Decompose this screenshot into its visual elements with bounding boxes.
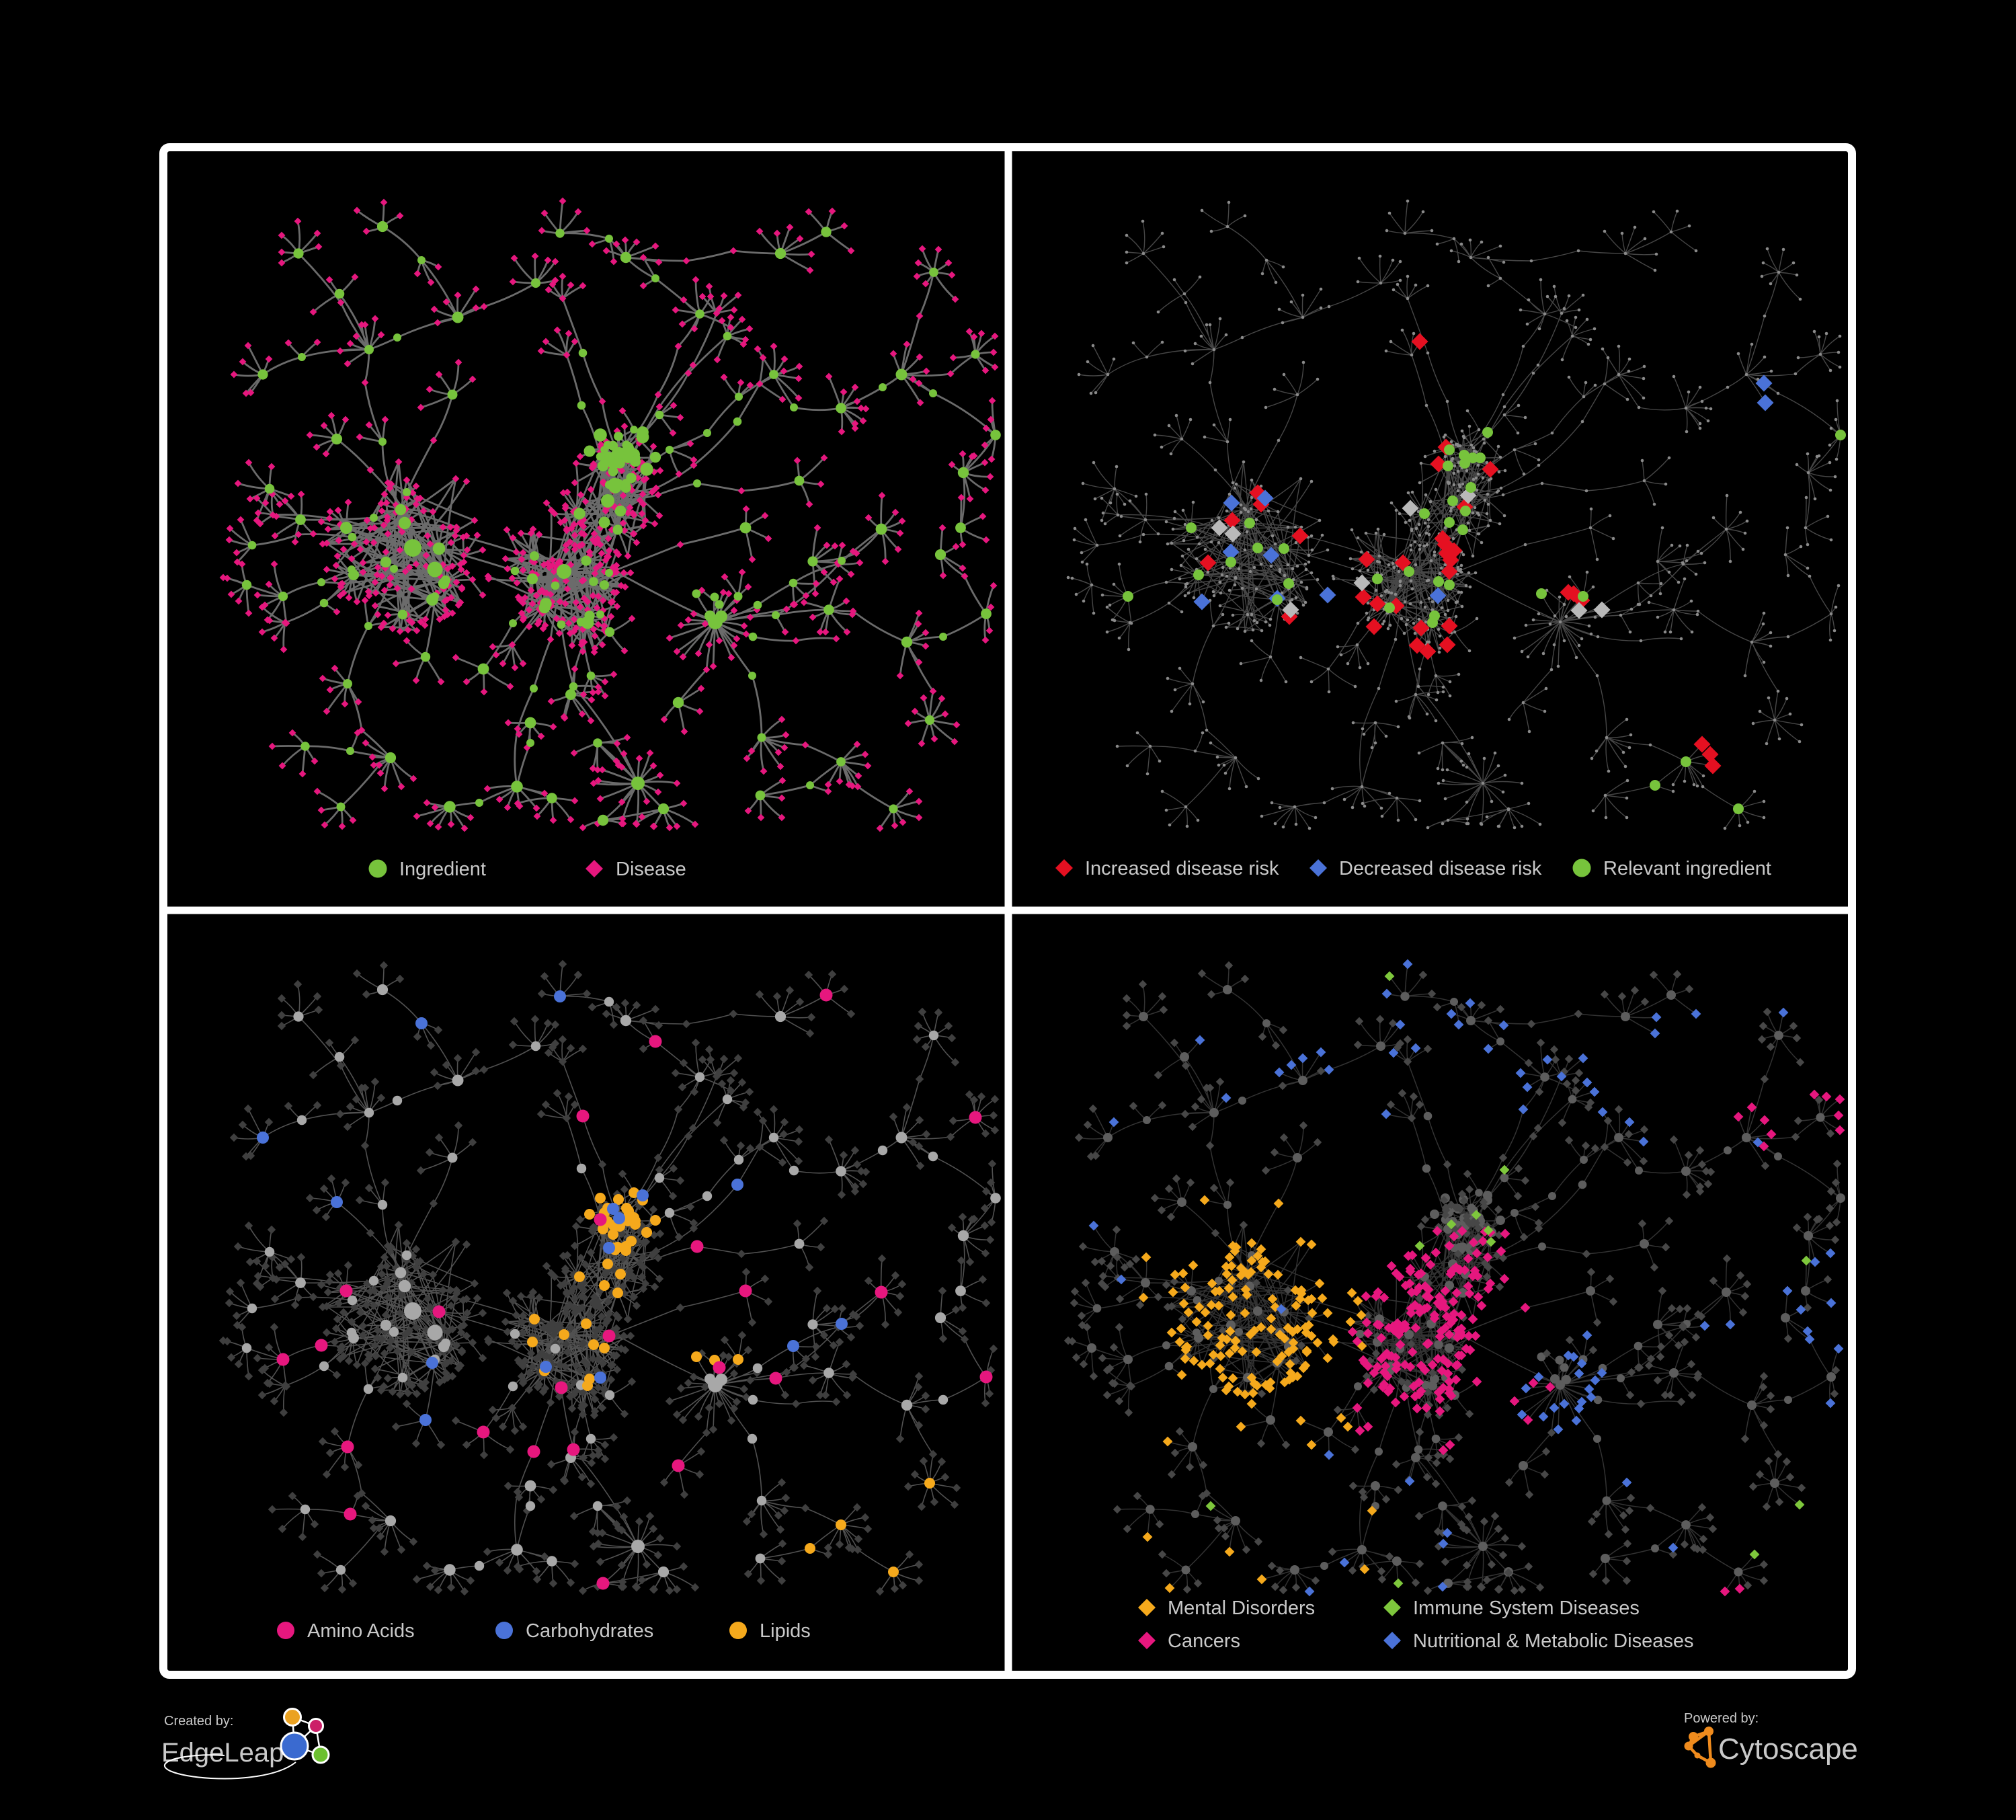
svg-text:Ingredient: Ingredient xyxy=(399,859,486,880)
svg-text:EdgeLeap: EdgeLeap xyxy=(161,1738,284,1768)
svg-text:Increased disease risk: Increased disease risk xyxy=(1085,858,1279,879)
svg-text:Immune System Diseases: Immune System Diseases xyxy=(1413,1597,1640,1619)
svg-text:Amino Acids: Amino Acids xyxy=(307,1620,415,1642)
svg-text:Cancers: Cancers xyxy=(1168,1630,1240,1652)
svg-text:Nutritional & Metabolic Diseas: Nutritional & Metabolic Diseases xyxy=(1413,1630,1693,1652)
svg-text:Relevant ingredient: Relevant ingredient xyxy=(1603,858,1771,879)
svg-text:Created by:: Created by: xyxy=(164,1714,233,1729)
svg-text:Decreased disease risk: Decreased disease risk xyxy=(1339,858,1542,879)
svg-text:Lipids: Lipids xyxy=(760,1620,811,1642)
svg-text:Carbohydrates: Carbohydrates xyxy=(526,1620,653,1642)
svg-text:Powered by:: Powered by: xyxy=(1684,1711,1759,1726)
svg-text:Mental Disorders: Mental Disorders xyxy=(1168,1597,1315,1619)
svg-text:Disease: Disease xyxy=(616,859,686,880)
svg-text:Cytoscape: Cytoscape xyxy=(1718,1733,1858,1766)
